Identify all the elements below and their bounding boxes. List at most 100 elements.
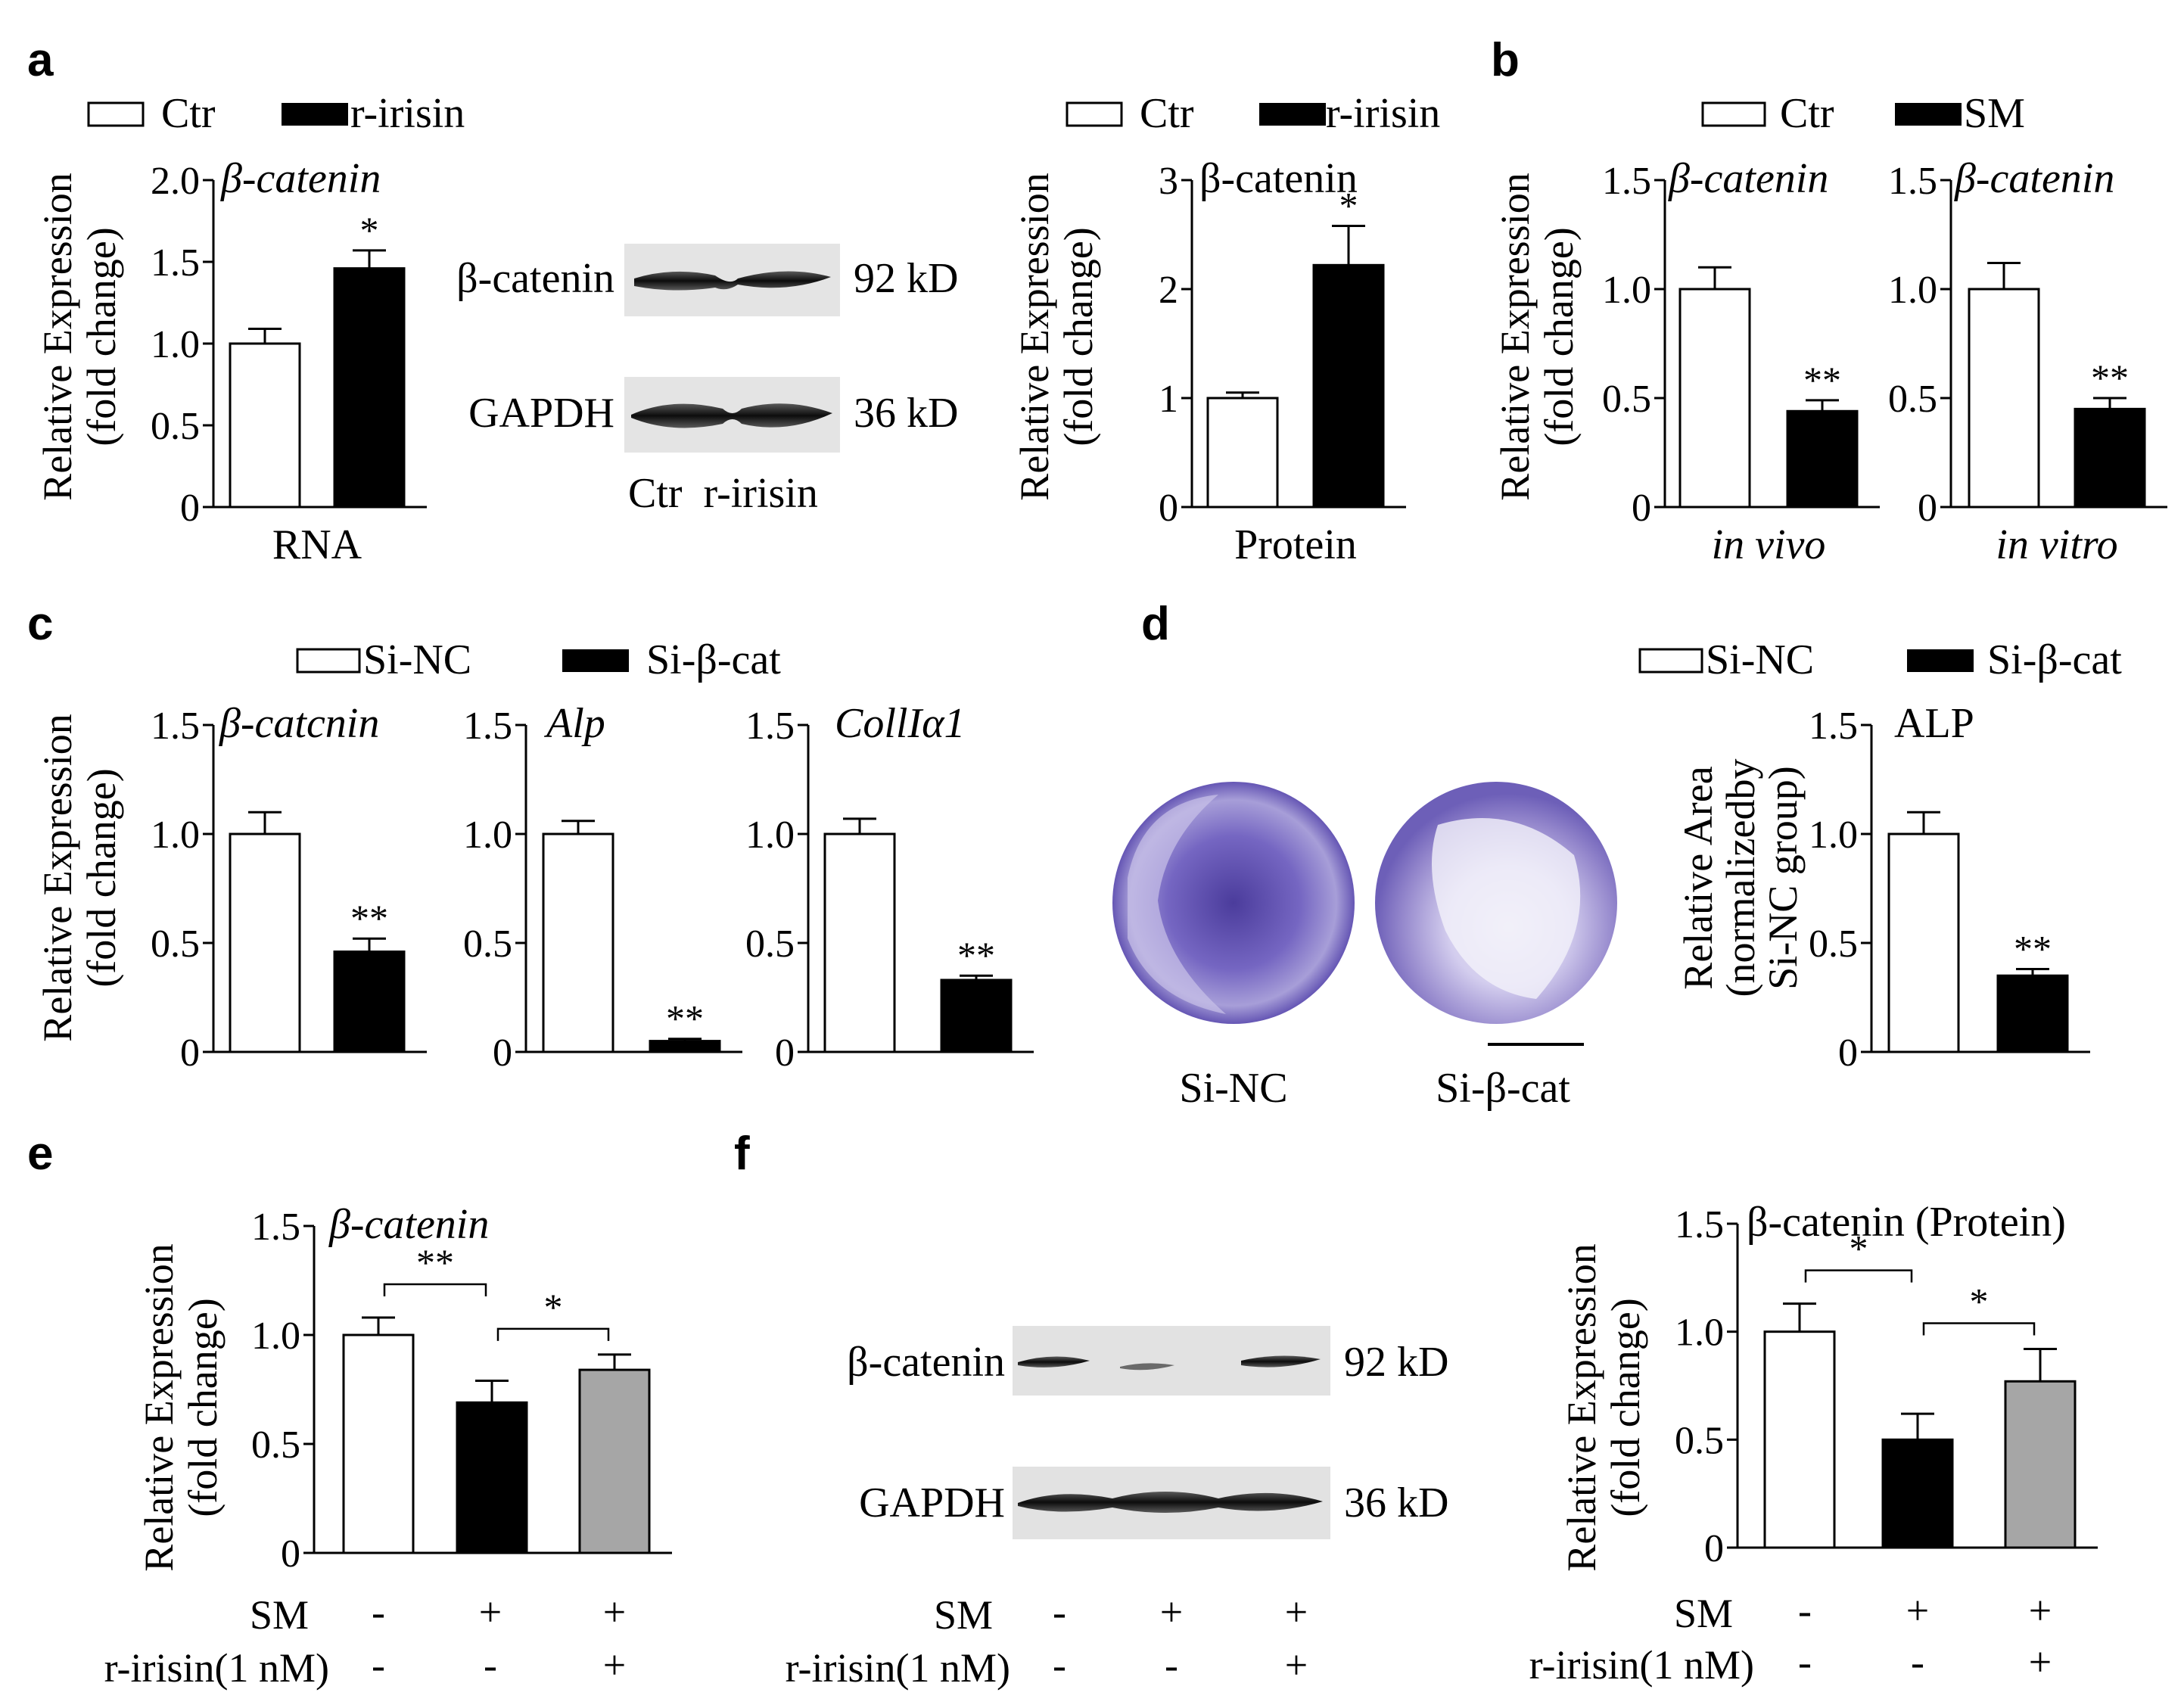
plate-si-nc-pale-region xyxy=(1128,795,1226,1014)
condition-sm-3: + xyxy=(1285,1589,1308,1635)
condition-label-sm: SM xyxy=(1674,1591,1733,1636)
y-tick-label: 0 xyxy=(180,1031,200,1075)
western-blot-f: β-catenin GAPDH 92 kD 36 kD xyxy=(847,1326,1448,1539)
legend-c: Si-NC Si-β-cat xyxy=(296,636,781,683)
bar-0 xyxy=(229,342,301,509)
chart-d_alp: 0 0.5 1.0 1.5 ALP ** xyxy=(1809,700,2090,1075)
condition-irisin-1: - xyxy=(1053,1642,1066,1688)
y-tick-label: 2 xyxy=(1159,269,1178,312)
y-tick-label: 0 xyxy=(775,1031,795,1075)
condition-irisin-3: + xyxy=(1285,1642,1308,1688)
bar-1 xyxy=(1996,974,2069,1053)
blot-size-36: 36 kD xyxy=(854,390,958,437)
y-tick-label: 0.5 xyxy=(463,923,512,966)
significance-mark: * xyxy=(1970,1280,1989,1322)
legend-swatch-r-irisin xyxy=(282,103,348,126)
y-tick-label: 1.5 xyxy=(1888,160,1937,203)
legend-label-si-bcat: Si-β-cat xyxy=(1987,636,2122,683)
bar-0 xyxy=(1206,397,1279,509)
panel-label-a: a xyxy=(27,34,54,86)
blot-label-bcat: β-catenin xyxy=(847,1339,1005,1386)
plate-label-si-bcat: Si-β-cat xyxy=(1436,1065,1570,1112)
bar-1 xyxy=(333,951,406,1053)
significance-bracket xyxy=(1922,1322,2036,1336)
significance-bracket xyxy=(383,1283,487,1296)
chart-title: Alp xyxy=(543,700,605,747)
legend-label-r-irisin: r-irisin xyxy=(350,90,465,137)
condition-label-r-irisin: r-irisin(1 nM) xyxy=(104,1645,329,1691)
plate-label-si-nc: Si-NC xyxy=(1179,1065,1287,1112)
y-tick-label: 1.5 xyxy=(463,705,512,748)
conditions-f-blot: SM r-irisin(1 nM) - + + - - + xyxy=(786,1589,1308,1691)
condition-label-sm: SM xyxy=(934,1592,993,1638)
significance-mark: ** xyxy=(2091,356,2129,399)
blot-band-gapdh xyxy=(1018,1492,1323,1513)
ylabel-a-rna: Relative Expression (fold change) xyxy=(35,173,124,500)
condition-irisin-2: - xyxy=(1165,1642,1178,1688)
bar-1 xyxy=(2074,407,2146,509)
ylabel-line1: Relative Expression xyxy=(1012,173,1057,500)
y-tick-label: 1.0 xyxy=(151,323,200,366)
bar-0 xyxy=(542,832,614,1053)
significance-mark: ** xyxy=(350,897,388,939)
blot-label-gapdh: GAPDH xyxy=(468,390,614,437)
legend-label-sm: SM xyxy=(1964,90,2025,137)
bar-1 xyxy=(1312,263,1385,509)
panel-label-d: d xyxy=(1141,598,1170,650)
bar-0 xyxy=(229,832,301,1053)
y-tick-label: 0 xyxy=(281,1532,300,1576)
y-tick-label: 1.5 xyxy=(1602,160,1651,203)
y-tick-label: 1.5 xyxy=(1809,705,1858,748)
western-blot-a: β-catenin GAPDH 92 kD 36 kD Ctr r-irisin xyxy=(456,244,958,517)
panel-label-f: f xyxy=(734,1128,750,1180)
chart-a_protein: 0 1 2 3 β-catenin Protein * xyxy=(1159,155,1406,568)
ylabel-line2: (fold change) xyxy=(180,1298,226,1517)
condition-sm-2: + xyxy=(1160,1589,1183,1635)
ylabel-line2: (fold change) xyxy=(79,227,124,446)
chart-title: β-catenin xyxy=(1954,155,2114,202)
legend-swatch-ctr xyxy=(87,101,145,127)
chart-title: β-catenin xyxy=(328,1201,489,1248)
y-tick-label: 0.5 xyxy=(1675,1419,1724,1462)
y-tick-label: 1.5 xyxy=(1675,1203,1724,1246)
ylabel-a-protein: Relative Expression (fold change) xyxy=(1012,173,1101,500)
chart-c_bcat: 0 0.5 1.0 1.5 β-catcnin ** xyxy=(151,700,427,1075)
significance-mark: ** xyxy=(957,934,995,976)
charts: 0 0.5 1.0 1.5 2.0 β-catenin RNA * 0 1 2 3 β-catenin P… xyxy=(151,155,2167,1576)
condition-label-r-irisin: r-irisin(1 nM) xyxy=(786,1645,1010,1691)
legend-swatch-ctr xyxy=(1701,101,1766,127)
legend-a-right: Ctr r-irisin xyxy=(1066,90,1440,137)
blot-size-92: 92 kD xyxy=(854,255,958,302)
legend-label-ctr: Ctr xyxy=(1140,90,1194,137)
chart-title: ALP xyxy=(1894,700,1974,747)
y-tick-label: 1.0 xyxy=(151,814,200,857)
y-tick-label: 0.5 xyxy=(1888,378,1937,421)
ylabel-line2: (fold change) xyxy=(1056,227,1101,446)
legend-a-left: Ctr r-irisin xyxy=(87,90,465,137)
significance-mark: * xyxy=(360,209,379,251)
legend-swatch-si-bcat xyxy=(1907,649,1974,672)
condition-irisin-3: + xyxy=(603,1642,626,1688)
blot-size-92: 92 kD xyxy=(1344,1339,1448,1386)
condition-label-r-irisin: r-irisin(1 nM) xyxy=(1529,1642,1754,1688)
blot-label-bcat: β-catenin xyxy=(456,255,614,302)
conditions-f-chart: SM r-irisin(1 nM) - + + - - + xyxy=(1529,1588,2052,1688)
y-tick-label: 1.5 xyxy=(251,1206,300,1249)
condition-sm-2: + xyxy=(1906,1588,1929,1633)
y-tick-label: 0 xyxy=(1918,487,1937,530)
blot-band-gapdh xyxy=(631,403,832,428)
significance-mark: ** xyxy=(666,997,704,1040)
legend-swatch-si-nc xyxy=(296,648,361,674)
bar-1 xyxy=(456,1401,528,1554)
ylabel-b: Relative Expression (fold change) xyxy=(1492,173,1582,500)
legend-swatch-ctr xyxy=(1066,101,1123,127)
bar-0 xyxy=(342,1333,415,1554)
bar-0 xyxy=(1678,288,1751,509)
bar-0 xyxy=(823,832,896,1053)
chart-a_rna: 0 0.5 1.0 1.5 2.0 β-catenin RNA * xyxy=(151,155,427,568)
x-axis-label: in vitro xyxy=(1996,521,2117,568)
x-axis-label: in vivo xyxy=(1712,521,1826,568)
panel-label-c: c xyxy=(27,598,53,650)
chart-e_bcat: 00.51.01.5 β-catenin*** xyxy=(251,1201,672,1576)
ylabel-line1: Relative Expression xyxy=(1559,1243,1604,1571)
